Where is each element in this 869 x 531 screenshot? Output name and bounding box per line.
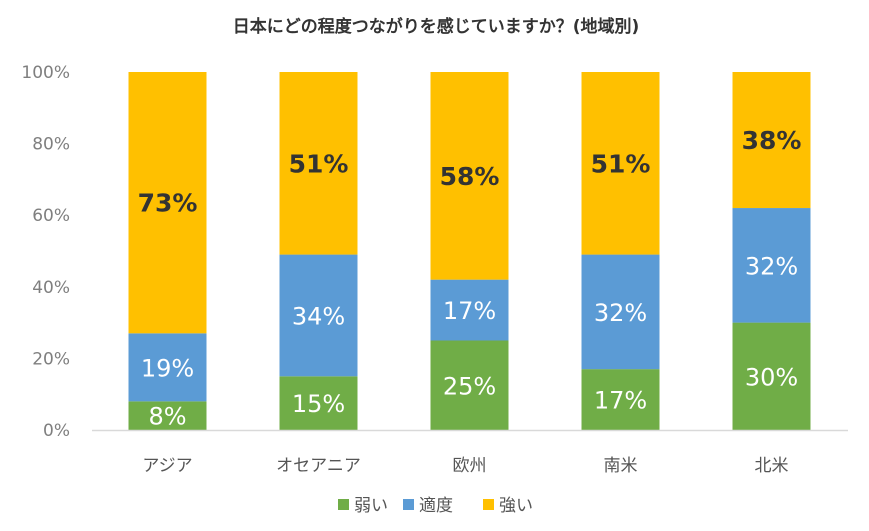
- legend-swatch: [483, 499, 494, 510]
- data-label: 73%: [138, 189, 198, 218]
- y-tick-label: 60%: [32, 206, 70, 226]
- data-label: 17%: [443, 297, 496, 325]
- data-label: 30%: [745, 363, 798, 391]
- bar-segment-弱い-北米: [732, 322, 811, 430]
- category-label: 欧州: [453, 456, 487, 476]
- y-tick-label: 100%: [21, 63, 70, 83]
- legend-swatch: [338, 499, 349, 510]
- bar-segment-適度-南米: [581, 254, 660, 370]
- chart-title: 日本にどの程度つながりを感じていますか？(地域別): [233, 16, 640, 37]
- data-label: 25%: [443, 372, 496, 400]
- bar-segment-強い-北米: [732, 72, 811, 209]
- bar-segment-適度-アジア: [128, 333, 207, 402]
- bar-segment-強い-アジア: [128, 72, 207, 334]
- bar-segment-適度-北米: [732, 208, 811, 323]
- category-label: 南米: [604, 456, 638, 476]
- bar-segment-弱い-欧州: [430, 340, 509, 430]
- bar-segment-適度-欧州: [430, 279, 509, 341]
- data-label: 19%: [141, 354, 194, 382]
- legend-label: 弱い: [354, 496, 388, 516]
- legend-label: 強い: [499, 496, 533, 516]
- data-label: 51%: [591, 149, 651, 178]
- data-label: 8%: [148, 403, 186, 431]
- data-label: 58%: [440, 162, 500, 191]
- y-tick-label: 40%: [32, 278, 70, 298]
- data-label: 32%: [594, 299, 647, 327]
- bar-segment-適度-オセアニア: [279, 254, 358, 377]
- y-tick-label: 20%: [32, 349, 70, 369]
- category-label: アジア: [142, 456, 192, 476]
- bar-segment-強い-欧州: [430, 72, 509, 280]
- y-tick-label: 0%: [43, 421, 70, 441]
- data-label: 38%: [742, 126, 802, 155]
- category-label: オセアニア: [276, 456, 361, 476]
- data-label: 51%: [289, 149, 349, 178]
- y-axis: 0% 20% 40% 60% 80% 100%: [21, 63, 70, 441]
- data-label: 15%: [292, 390, 345, 418]
- bar-segment-強い-南米: [581, 72, 660, 255]
- data-label: 34%: [292, 302, 345, 330]
- data-label: 32%: [745, 252, 798, 280]
- bar-segment-弱い-アジア: [128, 401, 207, 430]
- legend: 弱い 適度 強い: [338, 496, 533, 516]
- legend-swatch: [403, 499, 414, 510]
- bars: 8% 19% 73% 15% 34% 51% 25% 17% 58% 17% 32% 51% 30% 32…: [128, 72, 811, 431]
- y-tick-label: 80%: [32, 135, 70, 155]
- bar-segment-弱い-南米: [581, 369, 660, 430]
- legend-label: 適度: [419, 496, 453, 516]
- bar-segment-弱い-オセアニア: [279, 376, 358, 430]
- data-label: 17%: [594, 387, 647, 415]
- bar-segment-強い-オセアニア: [279, 72, 358, 255]
- x-axis: アジア オセアニア 欧州 南米 北米: [92, 429, 848, 476]
- category-label: 北米: [755, 456, 789, 476]
